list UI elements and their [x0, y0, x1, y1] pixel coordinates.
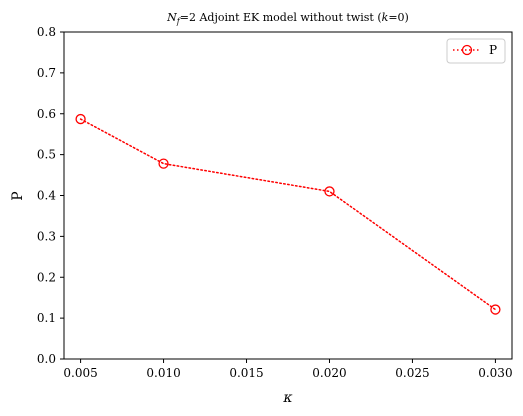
data-point [324, 186, 335, 197]
y-tick-label: 0.1 [37, 311, 56, 325]
y-axis-title: P [10, 191, 26, 200]
x-tick-label: 0.030 [478, 366, 512, 380]
y-tick-label: 0.2 [37, 270, 56, 284]
x-tick-label: 0.010 [146, 366, 180, 380]
y-tick-label: 0.3 [37, 229, 56, 243]
legend: P [446, 38, 506, 64]
x-tick-label: 0.025 [395, 366, 429, 380]
x-tick-label: 0.020 [312, 366, 346, 380]
x-tick-label: 0.015 [229, 366, 263, 380]
legend-frame [446, 38, 506, 64]
x-axis-title: κ [282, 390, 292, 406]
legend-label: P [489, 43, 497, 57]
y-tick-label: 0.4 [37, 189, 56, 203]
chart-title: Nf=2 Adjoint EK model without twist (k=0… [166, 11, 409, 26]
y-axis: 0.0 0.1 0.2 0.3 0.4 0.5 0.6 0.7 0.8 [37, 25, 64, 366]
x-tick-label: 0.005 [63, 366, 97, 380]
data-point [490, 304, 501, 315]
plot-area [63, 31, 513, 360]
x-axis: 0.005 0.010 0.015 0.020 0.025 0.030 [63, 359, 513, 380]
data-point [158, 158, 169, 169]
y-tick-label: 0.6 [37, 107, 56, 121]
data-point [75, 113, 86, 125]
legend-marker [461, 44, 473, 56]
series-line [79, 118, 497, 311]
y-tick-label: 0.0 [37, 352, 56, 366]
y-tick-label: 0.5 [37, 148, 56, 162]
y-tick-label: 0.8 [37, 25, 56, 39]
y-tick-label: 0.7 [37, 66, 56, 80]
series-layer [75, 113, 501, 315]
